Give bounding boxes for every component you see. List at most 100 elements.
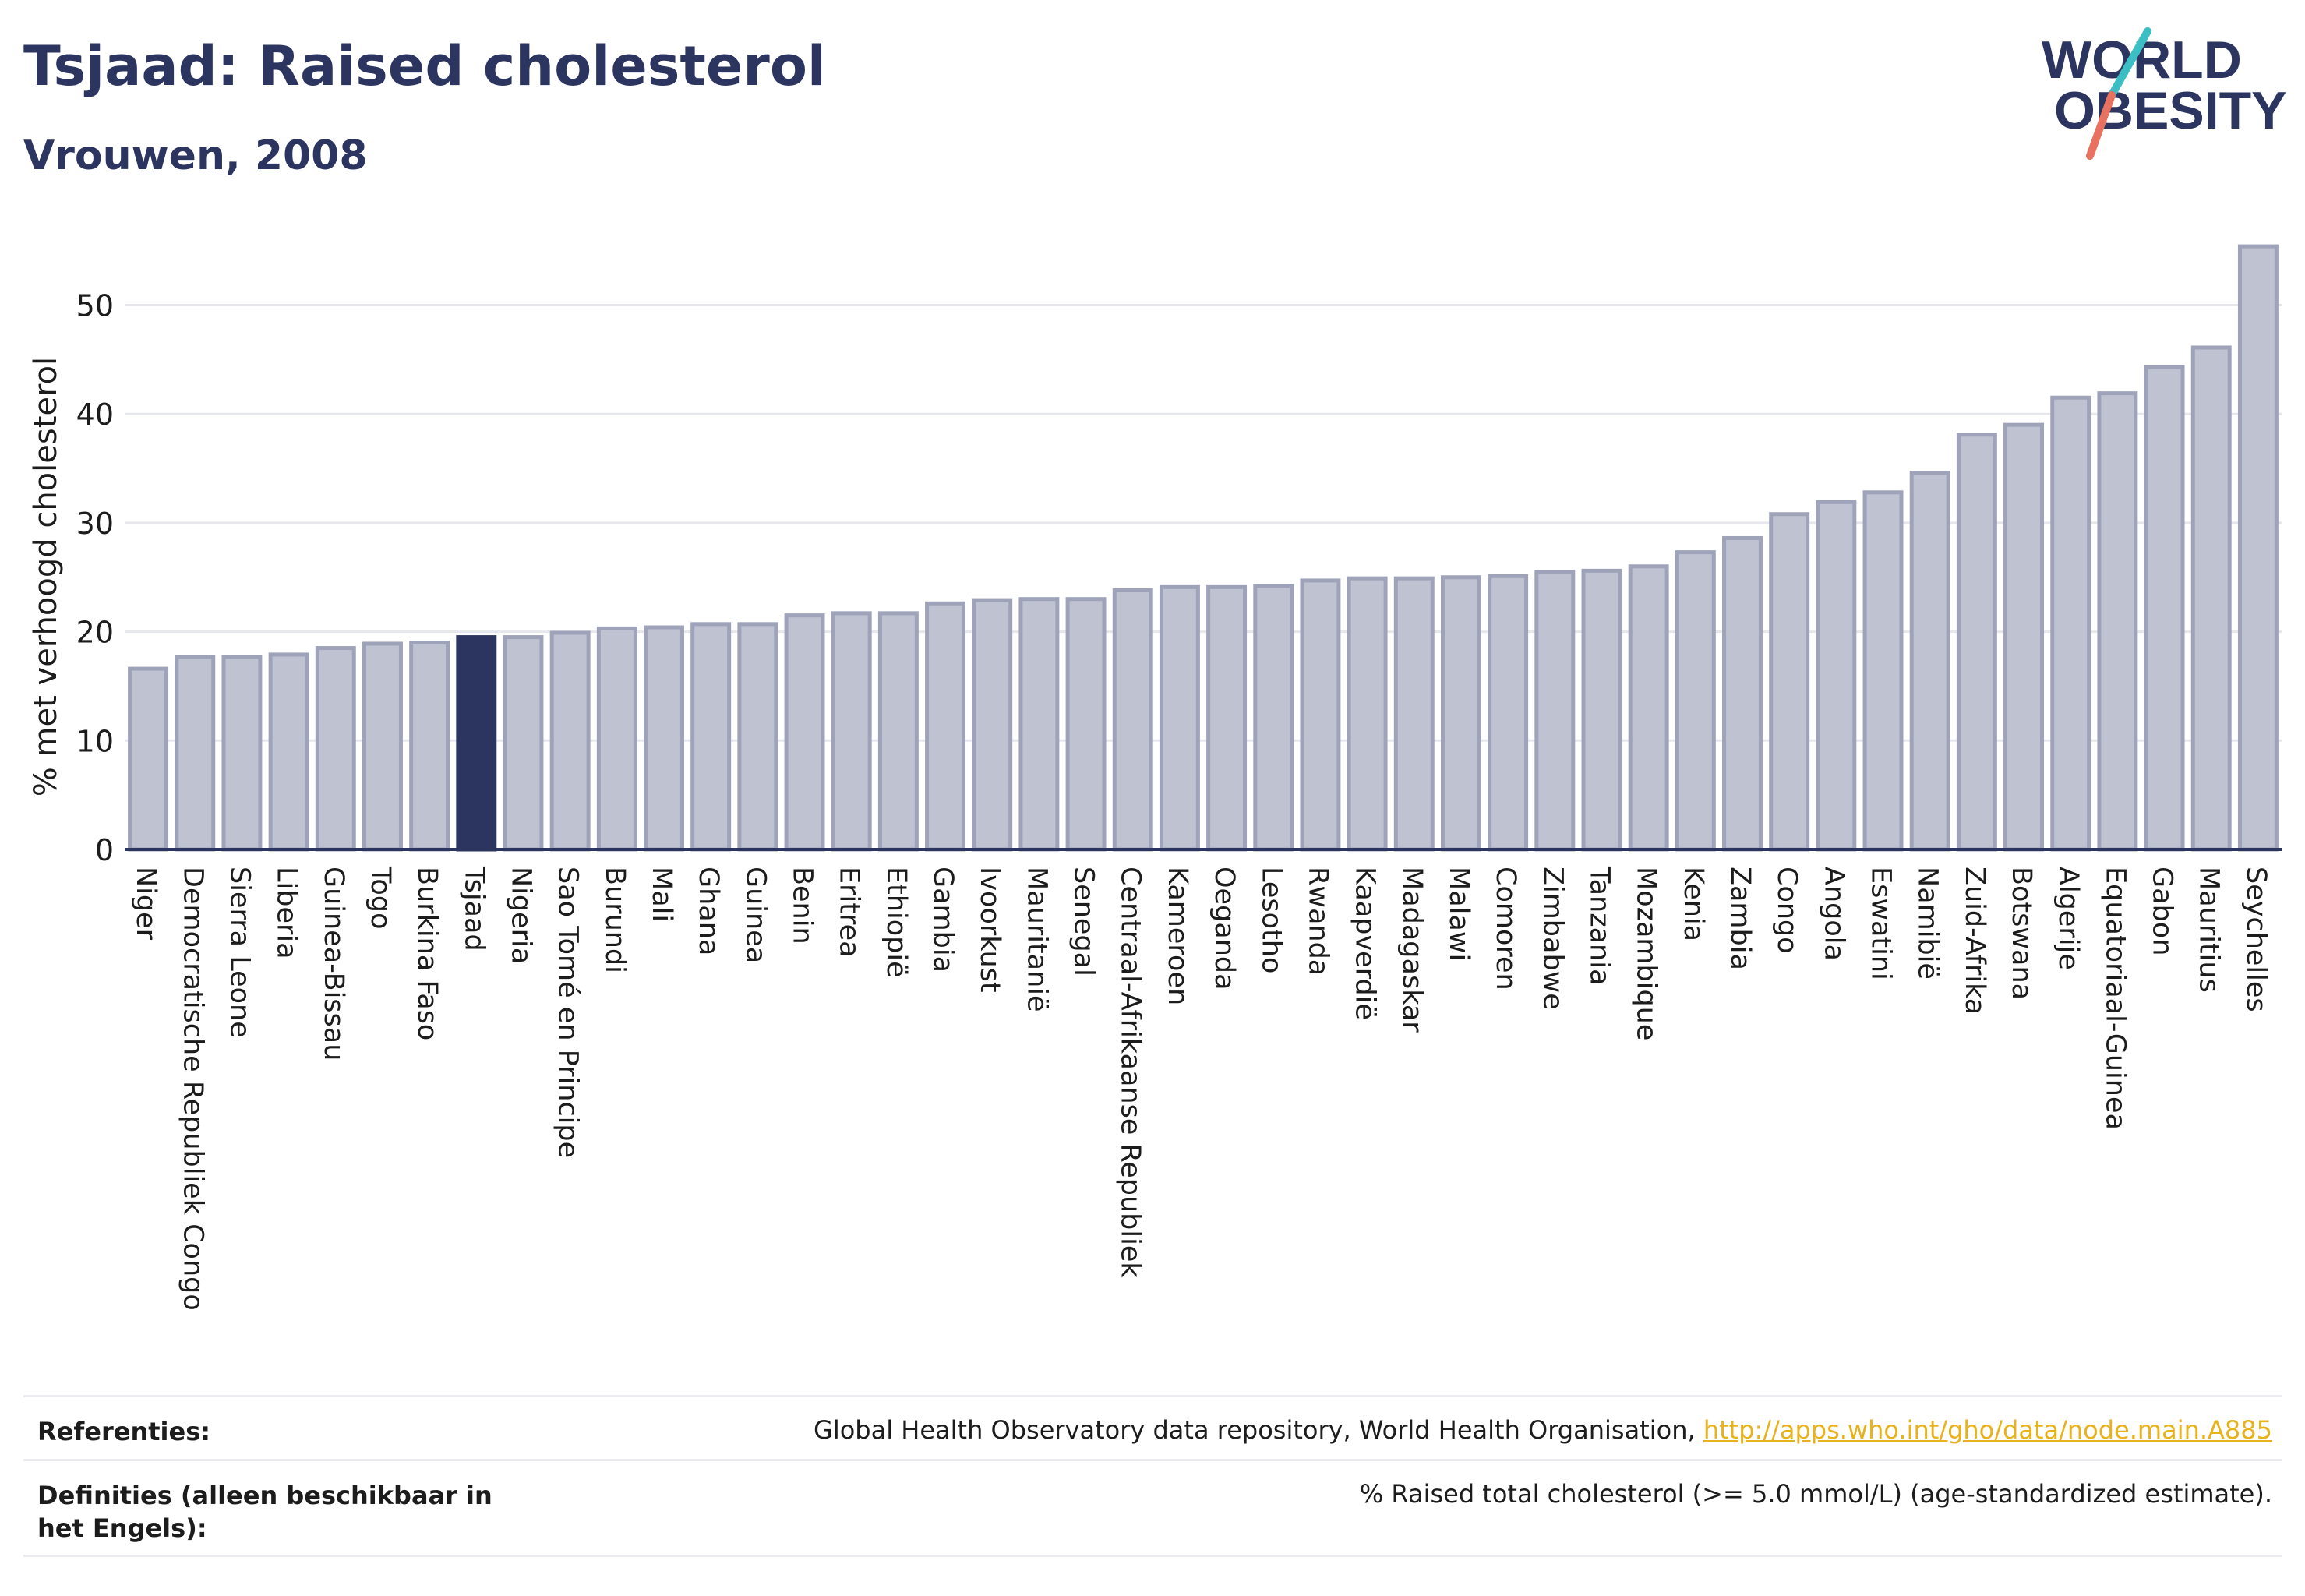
chart-title: Tsjaad: Raised cholesterol bbox=[23, 34, 826, 98]
x-tick-label: Botswana bbox=[2006, 867, 2037, 1000]
x-tick-label: Sao Tomé en Principe bbox=[552, 867, 584, 1158]
bar-lesotho[interactable] bbox=[1253, 584, 1294, 852]
bar-guinea[interactable] bbox=[737, 622, 778, 852]
bar-centraal-afrikaanse-republiek[interactable] bbox=[1112, 588, 1153, 852]
bar-mali[interactable] bbox=[644, 625, 684, 852]
bar-niger[interactable] bbox=[128, 666, 169, 852]
bar-algerije[interactable] bbox=[2050, 395, 2091, 852]
x-tick-label: Tanzania bbox=[1583, 866, 1615, 985]
bar-namibi-[interactable] bbox=[1909, 471, 1950, 852]
bar-sierra-leone[interactable] bbox=[221, 655, 263, 852]
definitions-value: % Raised total cholesterol (>= 5.0 mmol/… bbox=[1359, 1479, 2272, 1509]
bar-mauritius[interactable] bbox=[2190, 345, 2232, 852]
logo-slash-teal bbox=[2108, 27, 2151, 99]
bar-rwanda[interactable] bbox=[1300, 578, 1341, 852]
y-tick-label: 20 bbox=[76, 616, 114, 650]
bar-kaapverdi-[interactable] bbox=[1347, 576, 1388, 852]
footer-divider-bottom bbox=[23, 1555, 2282, 1557]
bar-burundi[interactable] bbox=[596, 626, 637, 852]
x-tick-label: Ethiopië bbox=[881, 867, 912, 978]
bar-sao-tom-en-principe[interactable] bbox=[549, 630, 591, 852]
logo-slash-coral bbox=[2086, 91, 2116, 160]
bar-burkina-faso[interactable] bbox=[409, 641, 450, 852]
x-tick-label: Liberia bbox=[271, 867, 302, 959]
x-tick-label: Niger bbox=[130, 867, 161, 941]
y-tick-label: 30 bbox=[76, 507, 114, 541]
x-tick-label: Angola bbox=[1818, 867, 1849, 961]
bar-ivoorkust[interactable] bbox=[972, 598, 1013, 852]
bar-senegal[interactable] bbox=[1065, 597, 1107, 852]
bar-nigeria[interactable] bbox=[503, 635, 544, 852]
bar-benin[interactable] bbox=[784, 613, 825, 852]
bar-seychelles[interactable] bbox=[2237, 244, 2279, 852]
x-tick-label: Kameroen bbox=[1162, 867, 1193, 1005]
chart-subtitle: Vrouwen, 2008 bbox=[23, 132, 368, 179]
logo-text-obesity: OBESITY bbox=[2054, 81, 2287, 140]
bar-oeganda[interactable] bbox=[1206, 584, 1248, 852]
x-tick-labels: Niger Democratische Republiek Congo Sierra… bbox=[130, 866, 2271, 1311]
bar-congo[interactable] bbox=[1769, 512, 1810, 852]
x-tick-label: Senegal bbox=[1068, 867, 1100, 976]
bar-madagaskar[interactable] bbox=[1393, 576, 1435, 852]
bar-kenia[interactable] bbox=[1675, 550, 1716, 852]
bar-eritrea[interactable] bbox=[831, 611, 872, 852]
bar-equatoriaal-guinea[interactable] bbox=[2097, 391, 2138, 852]
bar-gambia[interactable] bbox=[925, 601, 966, 852]
footer-divider-middle bbox=[23, 1459, 2282, 1461]
x-tick-label: Kaapverdië bbox=[1350, 867, 1381, 1020]
x-tick-label: Democratische Republiek Congo bbox=[177, 867, 208, 1311]
x-tick-label: Mauritius bbox=[2194, 867, 2225, 993]
x-tick-label: Tsjaad bbox=[458, 866, 489, 952]
x-tick-label: Madagaskar bbox=[1396, 867, 1428, 1033]
bar-botswana[interactable] bbox=[2003, 422, 2045, 852]
bar-ghana[interactable] bbox=[690, 622, 732, 852]
x-tick-label: Algerije bbox=[2053, 867, 2084, 970]
bar-guinea-bissau[interactable] bbox=[315, 646, 356, 852]
references-value: Global Health Observatory data repositor… bbox=[814, 1415, 2272, 1445]
bar-mozambique[interactable] bbox=[1628, 564, 1669, 852]
x-tick-label: Zimbabwe bbox=[1537, 867, 1568, 1010]
bar-angola[interactable] bbox=[1816, 500, 1857, 852]
bar-zuid-afrika[interactable] bbox=[1956, 433, 1997, 852]
y-tick-label: 40 bbox=[76, 397, 114, 432]
bar-comoren[interactable] bbox=[1488, 574, 1529, 852]
bar-zimbabwe[interactable] bbox=[1534, 570, 1576, 852]
x-tick-label: Nigeria bbox=[505, 867, 536, 964]
bar-gabon[interactable] bbox=[2144, 365, 2185, 852]
x-tick-label: Centraal-Afrikaanse Republiek bbox=[1115, 867, 1146, 1278]
x-tick-label: Kenia bbox=[1678, 867, 1709, 941]
bar-malawi[interactable] bbox=[1440, 575, 1481, 852]
bar-tsjaad[interactable] bbox=[456, 635, 497, 852]
references-text: Global Health Observatory data repositor… bbox=[814, 1415, 1703, 1445]
bar-zambia[interactable] bbox=[1722, 535, 1763, 852]
x-tick-label: Zambia bbox=[1724, 867, 1756, 970]
x-tick-label: Benin bbox=[787, 867, 818, 945]
bar-liberia[interactable] bbox=[268, 652, 309, 852]
bar-democratische-republiek-congo[interactable] bbox=[175, 655, 216, 852]
x-tick-label: Mauritanië bbox=[1021, 867, 1052, 1012]
x-tick-label: Namibië bbox=[1912, 867, 1943, 980]
bar-eswatini[interactable] bbox=[1862, 490, 1904, 852]
x-tick-label: Rwanda bbox=[1302, 867, 1333, 976]
bar-tanzania[interactable] bbox=[1581, 568, 1622, 852]
definitions-label: Definities (alleen beschikbaar in het En… bbox=[37, 1481, 492, 1543]
x-tick-label: Guinea-Bissau bbox=[318, 867, 349, 1061]
x-tick-label: Mozambique bbox=[1631, 867, 1662, 1040]
y-tick-label: 10 bbox=[76, 724, 114, 758]
bar-ethiopi-[interactable] bbox=[877, 611, 919, 852]
x-tick-label: Gabon bbox=[2147, 867, 2178, 955]
x-tick-label: Gambia bbox=[927, 867, 958, 973]
x-tick-label: Sierra Leone bbox=[224, 867, 255, 1038]
x-tick-label: Seychelles bbox=[2240, 867, 2271, 1012]
x-tick-label: Eritrea bbox=[834, 867, 865, 958]
x-tick-label: Eswatini bbox=[1866, 867, 1897, 980]
references-link[interactable]: http://apps.who.int/gho/data/node.main.A… bbox=[1703, 1415, 2272, 1445]
bar-togo[interactable] bbox=[362, 641, 403, 852]
x-tick-label: Congo bbox=[1771, 867, 1802, 954]
bar-kameroen[interactable] bbox=[1159, 584, 1200, 852]
bar-mauritani-[interactable] bbox=[1018, 597, 1060, 852]
footer-divider-top bbox=[23, 1395, 2282, 1397]
y-axis-label: % met verhoogd cholesterol bbox=[28, 357, 64, 796]
x-tick-label: Equatoriaal-Guinea bbox=[2099, 867, 2130, 1130]
x-tick-label: Togo bbox=[365, 866, 396, 929]
